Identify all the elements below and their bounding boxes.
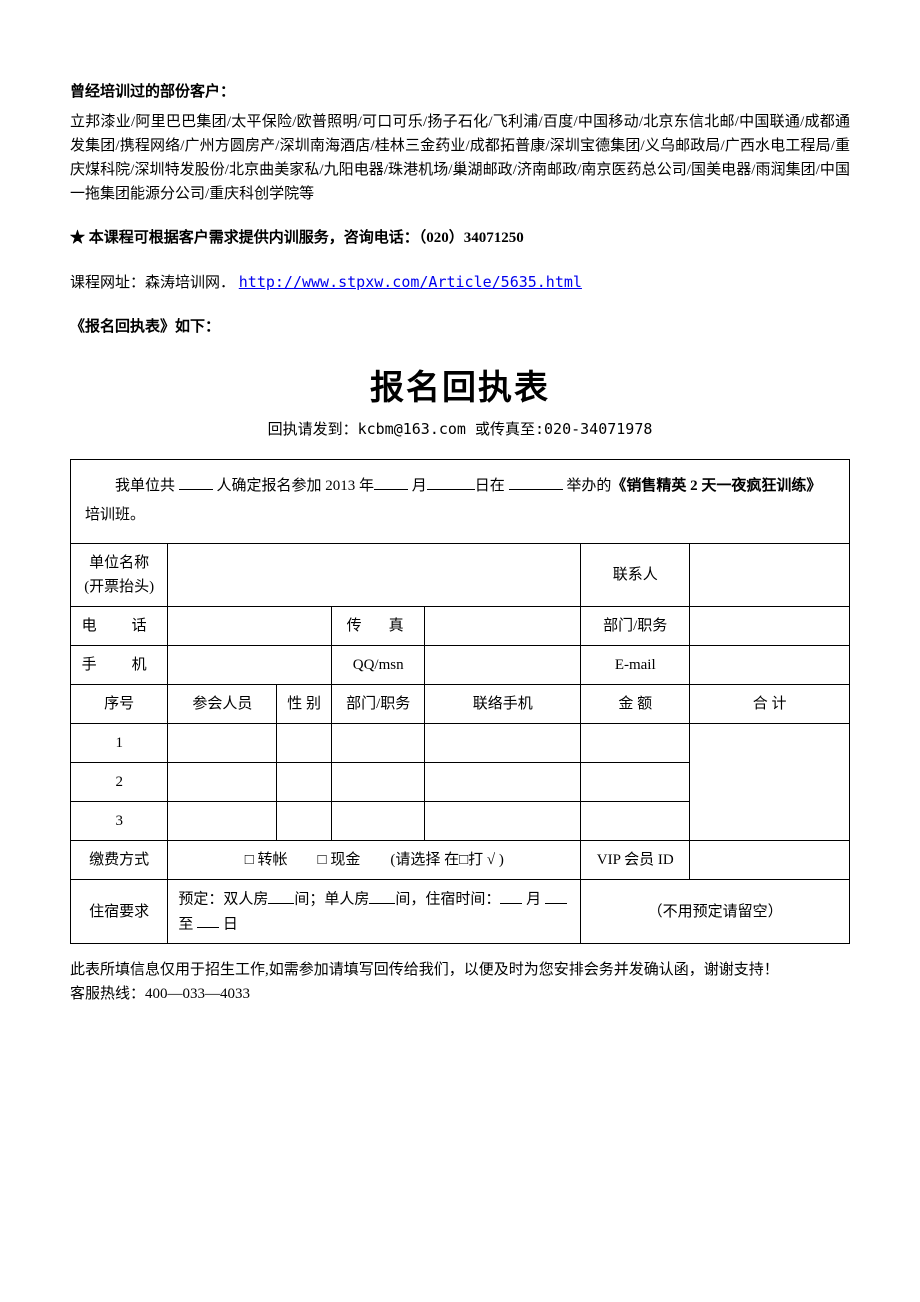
- input-dept-1[interactable]: [331, 724, 424, 763]
- blank-double-room[interactable]: [268, 887, 294, 904]
- label-vip: VIP 会员 ID: [581, 841, 690, 880]
- course-url-link[interactable]: http://www.stpxw.com/Article/5635.html: [239, 273, 582, 291]
- course-url-label: 课程网址：森涛培训网．: [70, 275, 235, 291]
- clients-body: 立邦漆业/阿里巴巴集团/太平保险/欧普照明/可口可乐/扬子石化/飞利浦/百度/中…: [70, 110, 850, 206]
- label-dept: 部门/职务: [581, 607, 690, 646]
- label-qq: QQ/msn: [331, 646, 424, 685]
- blank-lodging-month[interactable]: [500, 887, 522, 904]
- input-total[interactable]: [690, 724, 850, 841]
- input-dept-3[interactable]: [331, 802, 424, 841]
- course-name: 《销售精英 2 天一夜疯狂训练》: [611, 478, 821, 494]
- input-mobile-1[interactable]: [425, 724, 581, 763]
- form-subtitle: 回执请发到：kcbm@163.com 或传真至:020-34071978: [70, 417, 850, 441]
- header-total: 合 计: [690, 685, 850, 724]
- input-qq[interactable]: [425, 646, 581, 685]
- input-mobile[interactable]: [168, 646, 332, 685]
- pay-options[interactable]: □ 转帐 □ 现金 (请选择 在□打 √ ): [168, 841, 581, 880]
- input-attendee-3[interactable]: [168, 802, 277, 841]
- input-amount-1[interactable]: [581, 724, 690, 763]
- seq-3: 3: [71, 802, 168, 841]
- registration-form-table: 我单位共 人确定报名参加 2013 年 月日在 举办的《销售精英 2 天一夜疯狂…: [70, 459, 850, 944]
- label-lodging: 住宿要求: [71, 880, 168, 944]
- header-dept: 部门/职务: [331, 685, 424, 724]
- form-intro-cell: 我单位共 人确定报名参加 2013 年 月日在 举办的《销售精英 2 天一夜疯狂…: [71, 460, 850, 544]
- input-unit-name[interactable]: [168, 544, 581, 607]
- input-attendee-1[interactable]: [168, 724, 277, 763]
- input-amount-2[interactable]: [581, 763, 690, 802]
- input-attendee-2[interactable]: [168, 763, 277, 802]
- inhouse-training-line: ★ 本课程可根据客户需求提供内训服务，咨询电话：（020）34071250: [70, 226, 850, 250]
- label-email: E-mail: [581, 646, 690, 685]
- input-gender-2[interactable]: [277, 763, 332, 802]
- input-contact[interactable]: [690, 544, 850, 607]
- label-unit-name: 单位名称 (开票抬头): [71, 544, 168, 607]
- input-dept[interactable]: [690, 607, 850, 646]
- label-pay-method: 缴费方式: [71, 841, 168, 880]
- input-vip[interactable]: [690, 841, 850, 880]
- footer-note: 此表所填信息仅用于招生工作,如需参加请填写回传给我们，以便及时为您安排会务并发确…: [70, 958, 850, 1006]
- seq-1: 1: [71, 724, 168, 763]
- blank-location[interactable]: [509, 474, 563, 491]
- intro-text: 我单位共: [85, 478, 179, 494]
- label-contact: 联系人: [581, 544, 690, 607]
- lodging-note: （不用预定请留空）: [581, 880, 850, 944]
- header-attendee: 参会人员: [168, 685, 277, 724]
- label-phone: 电 话: [71, 607, 168, 646]
- input-mobile-3[interactable]: [425, 802, 581, 841]
- blank-day[interactable]: [427, 474, 475, 491]
- blank-month[interactable]: [374, 474, 408, 491]
- attendee-row-1: 1: [71, 724, 850, 763]
- header-gender: 性 别: [277, 685, 332, 724]
- input-gender-3[interactable]: [277, 802, 332, 841]
- blank-lodging-from[interactable]: [545, 887, 567, 904]
- blank-count[interactable]: [179, 474, 213, 491]
- input-dept-2[interactable]: [331, 763, 424, 802]
- label-fax: 传 真: [331, 607, 424, 646]
- label-mobile: 手 机: [71, 646, 168, 685]
- receipt-label: 《报名回执表》如下：: [70, 315, 850, 339]
- input-phone[interactable]: [168, 607, 332, 646]
- input-fax[interactable]: [425, 607, 581, 646]
- form-title: 报名回执表: [70, 361, 850, 415]
- blank-lodging-to[interactable]: [197, 912, 219, 929]
- input-amount-3[interactable]: [581, 802, 690, 841]
- blank-single-room[interactable]: [369, 887, 395, 904]
- input-mobile-2[interactable]: [425, 763, 581, 802]
- header-amount: 金 额: [581, 685, 690, 724]
- seq-2: 2: [71, 763, 168, 802]
- header-seq: 序号: [71, 685, 168, 724]
- input-email[interactable]: [690, 646, 850, 685]
- input-gender-1[interactable]: [277, 724, 332, 763]
- header-contact-mobile: 联络手机: [425, 685, 581, 724]
- course-url-line: 课程网址：森涛培训网． http://www.stpxw.com/Article…: [70, 270, 850, 295]
- clients-heading: 曾经培训过的部份客户：: [70, 80, 850, 104]
- lodging-detail[interactable]: 预定：双人房间；单人房间，住宿时间： 月 至 日: [168, 880, 581, 944]
